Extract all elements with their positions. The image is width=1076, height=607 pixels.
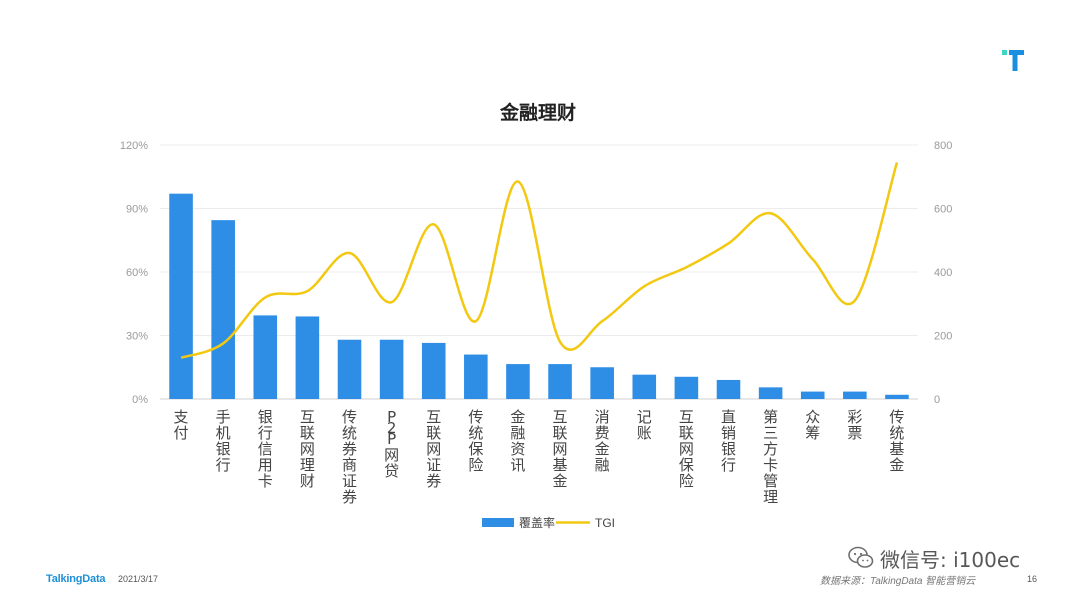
left-axis-ticks: 0% 30% 60% 90% 120% <box>120 140 148 406</box>
coverage-bar <box>716 379 741 399</box>
footer-logo: TalkingData <box>46 573 106 585</box>
coverage-bar <box>337 339 362 399</box>
category-label: 互联网基金 <box>553 408 568 490</box>
watermark-text: 微信号: i100ec <box>880 547 1021 572</box>
right-tick-label: 200 <box>934 331 952 343</box>
category-label: 众筹 <box>805 408 820 442</box>
right-axis-ticks: 0 200 400 600 800 <box>934 140 952 406</box>
coverage-bar <box>169 193 193 399</box>
category-label: 金融资讯 <box>510 408 525 474</box>
coverage-bar <box>211 220 235 399</box>
legend-swatch-coverage <box>482 518 514 527</box>
right-tick-label: 400 <box>934 267 952 279</box>
coverage-bar <box>548 364 572 399</box>
category-label: 传统券商证券 <box>342 408 357 506</box>
category-label: P 2 P 网贷 <box>384 408 399 480</box>
footer-date: 2021/3/17 <box>118 574 159 584</box>
legend: 覆盖率 TGI <box>482 515 615 530</box>
gridlines <box>160 144 918 400</box>
coverage-bar <box>421 342 446 399</box>
footer-source: 数据来源：TalkingData 智能营销云 <box>820 576 976 587</box>
right-tick-label: 600 <box>934 204 952 216</box>
coverage-bar <box>843 391 867 399</box>
category-label: 消费金融 <box>595 408 610 474</box>
category-label: 互联网理财 <box>300 408 315 490</box>
coverage-bar <box>506 364 530 399</box>
legend-label-tgi: TGI <box>595 516 615 530</box>
tgi-line-group <box>180 162 899 359</box>
left-tick-label: 120% <box>120 140 148 152</box>
coverage-bar <box>464 354 488 399</box>
coverage-bar <box>295 316 320 399</box>
left-tick-label: 0% <box>132 394 148 406</box>
coverage-bar <box>379 339 404 399</box>
left-tick-label: 30% <box>126 331 148 343</box>
category-label: 手机银行 <box>216 408 231 474</box>
wechat-icon <box>848 546 874 568</box>
tgi-line <box>180 162 899 359</box>
page-number: 16 <box>1027 574 1038 584</box>
category-label: 彩票 <box>847 408 862 442</box>
coverage-bar <box>590 367 614 399</box>
category-label: 支付 <box>174 408 189 442</box>
coverage-bar <box>253 315 278 399</box>
category-label: 传统基金 <box>889 408 904 474</box>
left-tick-label: 90% <box>126 204 148 216</box>
coverage-bar <box>674 376 699 399</box>
category-label: 银行信用卡 <box>258 408 273 490</box>
coverage-bar <box>632 374 657 399</box>
category-labels: 支付 手机银行 银行信用卡 互联网理财 传统券商证券 P 2 P 网贷 互联网证券 传统保险 金融资讯… <box>174 408 905 506</box>
category-label: 传统保险 <box>468 408 483 474</box>
right-tick-label: 0 <box>934 394 940 406</box>
coverage-bars <box>169 193 909 399</box>
category-label: 直销银行 <box>721 408 736 474</box>
talkingdata-t-icon <box>1002 50 1024 71</box>
legend-label-coverage: 覆盖率 <box>519 515 555 530</box>
coverage-bar <box>885 394 909 399</box>
category-label: 互联网证券 <box>426 408 441 490</box>
coverage-bar <box>758 387 783 399</box>
left-tick-label: 60% <box>126 267 148 279</box>
chart-title: 金融理财 <box>499 101 576 124</box>
category-label: 第三方卡管理 <box>763 408 778 506</box>
category-label: 记账 <box>637 408 652 442</box>
category-label: 互联网保险 <box>679 408 694 490</box>
wechat-watermark: 微信号: i100ec <box>848 542 1020 574</box>
right-tick-label: 800 <box>934 140 952 152</box>
coverage-bar <box>800 391 825 399</box>
